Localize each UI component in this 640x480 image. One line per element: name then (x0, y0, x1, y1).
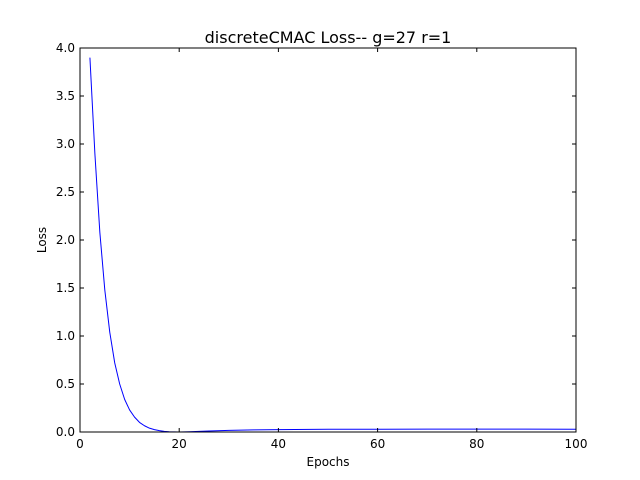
x-tick-label: 100 (565, 437, 588, 451)
x-tick-label: 0 (76, 437, 84, 451)
y-tick-label: 0.5 (56, 377, 75, 391)
y-tick-label: 1.0 (56, 329, 75, 343)
chart-title: discreteCMAC Loss-- g=27 r=1 (205, 28, 452, 47)
axis-tick-labels: 0 20 40 60 80 100 0.0 0.5 1.0 1.5 2.0 2.5 3.0 3.5 4.0 (56, 41, 588, 451)
plot-area (80, 48, 577, 433)
y-axis-label: Loss (35, 227, 49, 253)
x-tick-label: 20 (172, 437, 187, 451)
x-axis-label: Epochs (307, 455, 350, 469)
plot-background (80, 48, 576, 432)
series-line-loss (89, 57, 577, 433)
x-tick-label: 40 (271, 437, 286, 451)
y-tick-label: 3.5 (56, 89, 75, 103)
y-tick-label: 1.5 (56, 281, 75, 295)
x-tick-label: 60 (370, 437, 385, 451)
y-tick-label: 2.0 (56, 233, 75, 247)
y-tick-label: 2.5 (56, 185, 75, 199)
axes-frame (79, 47, 577, 433)
y-tick-label: 4.0 (56, 41, 75, 55)
x-tick-label: 80 (469, 437, 484, 451)
y-tick-label: 0.0 (56, 425, 75, 439)
y-tick-label: 3.0 (56, 137, 75, 151)
